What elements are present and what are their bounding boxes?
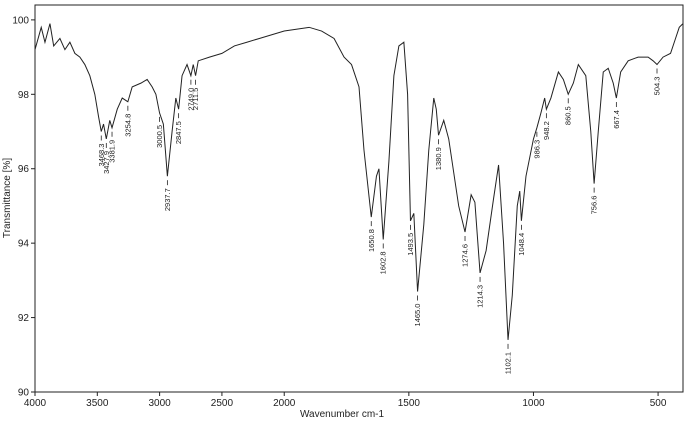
peak-label: 3381.9 [108,140,117,163]
y-tick-label: 98 [18,90,30,101]
peak-label: 1602.8 [379,251,388,274]
x-tick-label: 1500 [398,398,421,409]
y-axis-title: Transmittance [%] [2,158,13,238]
peak-label: 2937.7 [163,188,172,211]
peak-label: 1650.8 [367,229,376,252]
peak-label: 1048.4 [517,233,526,256]
y-tick-label: 100 [12,15,29,26]
x-tick-label: 4000 [24,398,47,409]
spectrum-line [34,23,684,340]
x-tick-label: 3500 [86,398,109,409]
peak-label: 860.5 [564,106,573,125]
peak-label: 667.4 [612,110,621,129]
peak-label: 1465.0 [413,304,422,327]
peak-label: 1102.1 [504,352,513,374]
peak-label: 1493.5 [406,233,415,256]
peak-label: 2749.0 [186,88,195,111]
peak-label: 756.6 [590,196,599,215]
peak-label: 1380.9 [434,147,443,170]
peak-label: 986.3 [532,140,541,159]
peak-label: 3000.5 [155,125,164,148]
peak-label: 504.3 [653,77,662,96]
peak-label: 2711.5 [191,88,200,110]
x-tick-label: 2500 [211,398,234,409]
x-tick-label: 2000 [273,398,296,409]
y-tick-label: 96 [18,164,30,175]
y-tick-label: 94 [18,239,30,250]
peak-label: 1214.3 [476,285,485,308]
peak-label: 2847.5 [174,121,183,144]
peak-label: 3427.9 [102,151,111,174]
x-axis-title: Wavenumber cm-1 [300,409,385,420]
y-tick-label: 92 [18,313,30,324]
plot-frame [34,4,684,393]
peak-label: 1274.6 [461,244,470,267]
x-tick-label: 500 [650,398,667,409]
peak-label: 3468.3 [97,144,106,167]
peak-label: 3254.8 [123,114,132,137]
peak-label: 948.2 [542,121,551,140]
x-tick-label: 1000 [522,398,545,409]
y-tick-label: 90 [18,388,30,399]
x-tick-label: 3000 [148,398,171,409]
